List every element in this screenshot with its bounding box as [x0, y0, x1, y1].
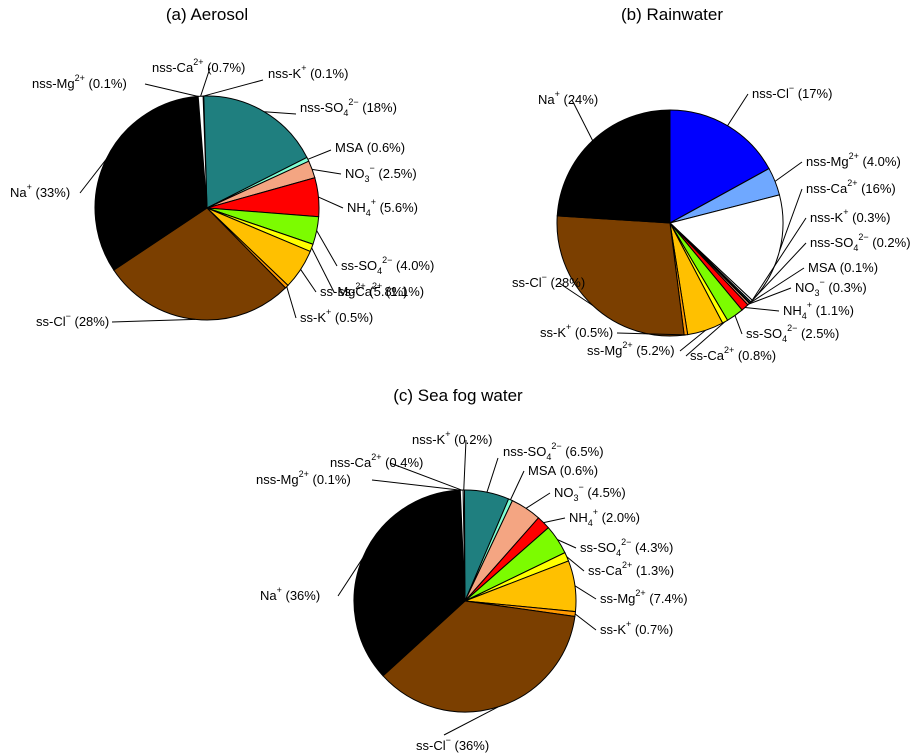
- pie-slice-ss-cl: [113, 207, 287, 321]
- slice-label-na: Na+ (24%): [538, 89, 598, 107]
- aerosol-pie-chart: (a) Aerosol nss-K+ (0.1%) nss-SO42− (18%) M…: [10, 5, 434, 329]
- pie-slice-ss-cl: [556, 215, 685, 337]
- slice-label-ss-mg: ss-Mg2+ (5.8%): [320, 281, 408, 299]
- slice-label-ss-so-4: ss-SO42− (2.5%): [746, 323, 839, 344]
- pie-slice-na: [353, 489, 466, 677]
- leader-line: [566, 556, 585, 572]
- slice-label-nss-k: nss-K+ (0.1%): [268, 63, 348, 81]
- slice-label-ss-cl: ss-Cl− (28%): [512, 272, 585, 290]
- leader-line: [558, 282, 593, 306]
- slice-label-nss-k: nss-K+ (0.3%): [810, 207, 890, 225]
- leader-line: [300, 269, 317, 293]
- leader-line: [463, 439, 467, 491]
- slice-label-ss-so-4: ss-SO42− (4.0%): [341, 255, 434, 276]
- slice-label-msa: MSA (0.6%): [528, 463, 598, 478]
- leader-line: [144, 83, 198, 97]
- slice-label-ss-k: ss-K+ (0.5%): [540, 322, 613, 340]
- leader-line: [111, 318, 196, 323]
- slice-label-ss-k: ss-K+ (0.7%): [600, 619, 673, 637]
- leader-line: [371, 479, 460, 491]
- slice-label-ss-so-4: ss-SO42− (4.3%): [580, 537, 673, 558]
- pie-slice-ss-cl: [382, 600, 576, 713]
- leader-line: [774, 161, 803, 182]
- leader-line: [307, 149, 332, 160]
- leader-line: [312, 168, 342, 175]
- slice-label-ss-mg: ss-Mg2+ (5.2%): [587, 340, 675, 358]
- slice-label-nss-cl: nss-Cl− (17%): [752, 83, 832, 101]
- slice-label-na: Na+ (33%): [10, 182, 70, 200]
- leader-line: [750, 242, 807, 303]
- leader-line: [443, 706, 499, 736]
- leader-line: [778, 188, 803, 252]
- sea-fog-water-pie-chart: (c) Sea fog water nss-K+ (0.2%) nss-SO42− …: [256, 386, 688, 753]
- slice-label-no-3: NO3− (4.5%): [554, 482, 626, 503]
- leader-line: [486, 457, 499, 493]
- leader-line: [79, 159, 107, 194]
- slice-label-nss-k: nss-K+ (0.2%): [412, 429, 492, 447]
- slice-label-nss-ca: nss-Ca2+ (0.7%): [152, 57, 245, 75]
- slice-label-ss-k: ss-K+ (0.5%): [300, 307, 373, 325]
- rainwater-pie-chart: (b) Rainwater nss-Cl− (17%) nss-Mg2+ (4.0%…: [512, 5, 911, 363]
- chart-title: (a) Aerosol: [166, 5, 248, 24]
- leader-line: [203, 79, 264, 97]
- leader-line: [574, 613, 597, 631]
- slice-label-ss-ca: ss-Ca2+ (1.1%): [338, 281, 424, 299]
- slice-label-nh-4: NH4+ (5.6%): [347, 197, 418, 218]
- leader-line: [679, 329, 706, 352]
- chart-title: (c) Sea fog water: [393, 386, 523, 405]
- slice-label-nss-ca: nss-Ca2+ (16%): [806, 178, 896, 196]
- leader-line: [751, 217, 807, 302]
- leader-line: [616, 332, 686, 336]
- slice-label-msa: MSA (0.1%): [808, 260, 878, 275]
- slice-label-msa: MSA (0.6%): [335, 140, 405, 155]
- slice-label-nss-mg: nss-Mg2+ (0.1%): [256, 469, 351, 487]
- leader-line: [727, 93, 749, 127]
- leader-line: [557, 539, 577, 549]
- leader-line: [749, 267, 805, 304]
- slice-label-nss-mg: nss-Mg2+ (0.1%): [32, 73, 127, 91]
- slice-label-ss-cl: ss-Cl− (28%): [36, 311, 109, 329]
- slice-label-na: Na+ (36%): [260, 585, 320, 603]
- slice-label-nss-so-4: nss-SO42− (18%): [300, 97, 397, 118]
- slice-label-nh-4: NH4+ (1.1%): [783, 300, 854, 321]
- leader-line: [748, 287, 792, 305]
- slice-label-nss-so-4: nss-SO42− (0.2%): [810, 232, 911, 253]
- slice-label-no-3: NO3− (0.3%): [795, 277, 867, 298]
- slice-label-nss-ca: nss-Ca2+ (0.4%): [330, 452, 423, 470]
- slice-label-ss-ca: ss-Ca2+ (0.8%): [690, 345, 776, 363]
- slice-label-ss-ca: ss-Ca2+ (1.3%): [588, 560, 674, 578]
- leader-line: [744, 307, 780, 312]
- leader-line: [264, 111, 297, 115]
- leader-line: [389, 462, 462, 491]
- leader-line: [734, 315, 743, 335]
- leader-line: [316, 230, 338, 267]
- slice-label-nss-mg: nss-Mg2+ (4.0%): [806, 151, 901, 169]
- slice-label-ss-mg: ss-Mg2+ (7.4%): [600, 588, 688, 606]
- leader-line: [311, 247, 335, 293]
- slice-label-no-3: NO3− (2.5%): [345, 163, 417, 184]
- pie-slice-na: [556, 109, 671, 224]
- pie-slice-na: [94, 95, 208, 271]
- leader-line: [543, 517, 566, 524]
- pie-slice-nss-so-4: [203, 95, 308, 209]
- slice-label-nh-4: NH4+ (2.0%): [569, 507, 640, 528]
- leader-line: [510, 470, 525, 500]
- chart-title: (b) Rainwater: [621, 5, 723, 24]
- leader-line: [685, 321, 726, 357]
- leader-line: [200, 67, 211, 97]
- leader-line: [318, 196, 344, 209]
- leader-line: [571, 99, 594, 141]
- pie-slice-nss-ca: [197, 95, 208, 209]
- leader-line: [525, 492, 551, 509]
- leader-line: [574, 585, 597, 600]
- leader-line: [337, 558, 363, 597]
- slice-label-ss-cl: ss-Cl− (36%): [416, 735, 489, 753]
- leader-line: [286, 286, 297, 319]
- slice-label-nss-so-4: nss-SO42− (6.5%): [503, 441, 604, 462]
